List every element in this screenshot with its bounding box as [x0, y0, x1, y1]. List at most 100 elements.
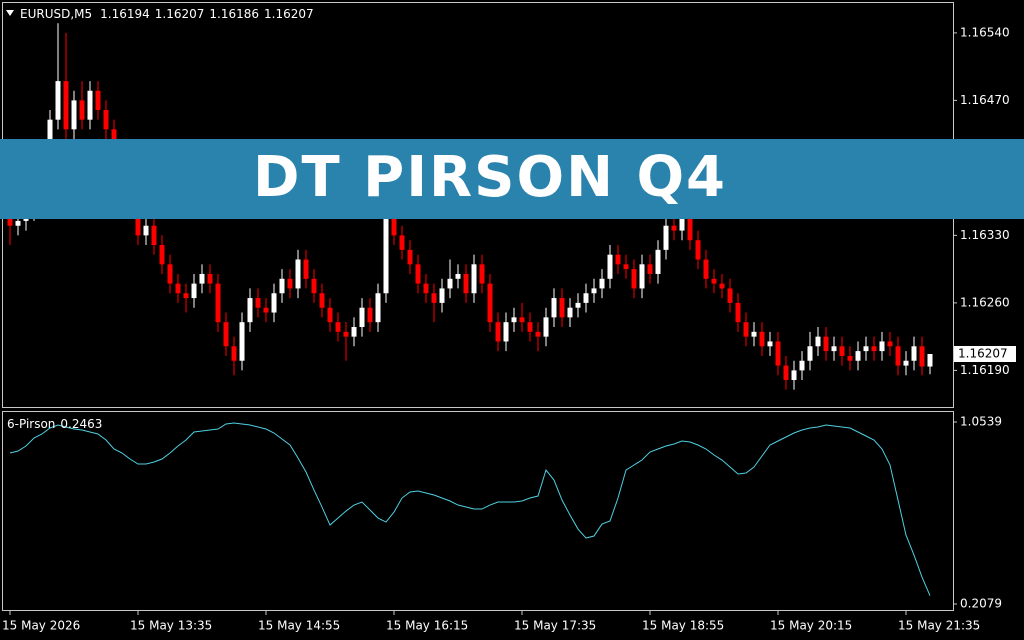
- x-tick-label: 15 May 2026: [2, 619, 80, 633]
- candle-body: [439, 288, 445, 303]
- candle-body: [487, 283, 493, 323]
- candle-body: [407, 249, 413, 265]
- candle-body: [815, 336, 821, 347]
- candle-body: [199, 273, 205, 284]
- candle-body: [455, 273, 461, 279]
- x-tick-label: 15 May 20:15: [770, 619, 852, 633]
- candle-body: [551, 298, 557, 318]
- candle-body: [391, 206, 397, 236]
- candle-body: [727, 288, 733, 303]
- candle-body: [623, 264, 629, 270]
- y-tick-label: 1.16470: [960, 93, 1010, 107]
- candle-body: [279, 278, 285, 294]
- candle-body: [775, 341, 781, 366]
- candle-body: [103, 110, 109, 130]
- candle-body: [15, 220, 21, 226]
- candle-body: [575, 302, 581, 308]
- candle-body: [503, 322, 509, 342]
- candle-body: [271, 293, 277, 313]
- candle-body: [607, 254, 613, 279]
- candle-body: [871, 346, 877, 352]
- candle-body: [839, 346, 845, 356]
- candle-body: [687, 216, 693, 241]
- candle-body: [647, 264, 653, 274]
- high-value: 1.16207: [155, 7, 205, 21]
- y-tick-label: 1.0539: [960, 415, 1002, 429]
- symbol: EURUSD,M5: [20, 7, 92, 21]
- candle-body: [511, 317, 517, 323]
- collapse-icon[interactable]: [6, 10, 14, 16]
- candle-body: [759, 331, 765, 347]
- candle-body: [351, 327, 357, 337]
- x-tick-label: 15 May 14:55: [258, 619, 340, 633]
- candle-body: [159, 245, 165, 265]
- candle-body: [927, 354, 933, 367]
- candle-body: [471, 264, 477, 294]
- candle-body: [855, 351, 861, 361]
- candle-body: [63, 81, 69, 130]
- indicator-line: [9, 422, 931, 596]
- candle-body: [463, 273, 469, 294]
- candle-body: [247, 298, 253, 323]
- candle-body: [287, 278, 293, 289]
- candle-body: [447, 278, 453, 289]
- candle-body: [423, 283, 429, 294]
- candle-body: [79, 100, 85, 120]
- candle-body: [303, 259, 309, 279]
- candle-body: [359, 307, 365, 327]
- candle-body: [415, 264, 421, 284]
- candle-body: [479, 264, 485, 284]
- candle-body: [543, 317, 549, 337]
- candle-body: [231, 346, 237, 361]
- candle-body: [743, 322, 749, 337]
- overlay: DT PIRSON Q4: [0, 139, 1024, 219]
- candle-body: [495, 322, 501, 342]
- candle-body: [567, 307, 573, 318]
- y-tick-label: 1.16540: [960, 25, 1010, 39]
- candle-body: [671, 225, 677, 231]
- candle-body: [263, 307, 269, 313]
- candle-body: [343, 331, 349, 337]
- candle-body: [335, 322, 341, 332]
- candle-body: [47, 119, 53, 149]
- candle-body: [639, 264, 645, 289]
- candle-body: [535, 331, 541, 337]
- open-value: 1.16194: [100, 7, 150, 21]
- candle-body: [95, 90, 101, 111]
- x-tick-label: 15 May 17:35: [514, 619, 596, 633]
- candle-body: [823, 336, 829, 352]
- candle-body: [719, 283, 725, 289]
- candle-body: [895, 346, 901, 366]
- candle-body: [807, 346, 813, 361]
- candle-body: [783, 365, 789, 381]
- candle-body: [663, 225, 669, 250]
- candle-body: [631, 269, 637, 289]
- candle-body: [863, 346, 869, 352]
- candle-body: [615, 254, 621, 265]
- candle-body: [55, 81, 61, 120]
- candle-body: [167, 264, 173, 284]
- candle-body: [239, 322, 245, 361]
- indicator-label: 6-Pirson 0.2463: [7, 417, 102, 431]
- candle-body: [367, 307, 373, 323]
- candle-body: [695, 240, 701, 260]
- candle-body: [175, 283, 181, 294]
- close-value: 1.16207: [264, 7, 314, 21]
- low-value: 1.16186: [209, 7, 259, 21]
- x-tick-label: 15 May 16:15: [386, 619, 468, 633]
- candle-body: [847, 355, 853, 361]
- indicator-name: 6-Pirson: [7, 417, 55, 431]
- indicator-value: 0.2463: [60, 417, 102, 431]
- candle-body: [327, 307, 333, 323]
- x-tick-label: 15 May 21:35: [898, 619, 980, 633]
- candle-body: [223, 322, 229, 347]
- chart-header: EURUSD,M5 1.16194 1.16207 1.16186 1.16207: [20, 7, 314, 21]
- candle-body: [831, 346, 837, 352]
- y-tick-label: 0.2079: [960, 596, 1002, 610]
- candle-body: [255, 298, 261, 308]
- candle-body: [703, 259, 709, 279]
- candle-body: [207, 273, 213, 284]
- candle-body: [751, 331, 757, 337]
- x-tick-label: 15 May 18:55: [642, 619, 724, 633]
